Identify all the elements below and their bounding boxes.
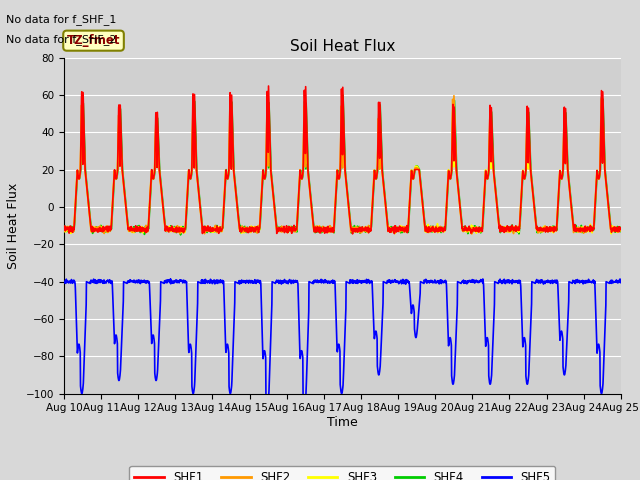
SHF5 [568,280,576,286]
SHF4 [60,226,68,232]
SHF4 [339,92,347,98]
SHF1 [60,224,68,229]
SHF1 [505,224,513,230]
SHF3 [598,102,606,108]
SHF1 [371,172,379,178]
Line: SHF2: SHF2 [64,96,621,234]
SHF3 [371,169,378,175]
SHF2 [584,227,591,232]
SHF5 [371,331,379,337]
SHF5 [216,278,223,284]
SHF5 [264,400,271,406]
Line: SHF1: SHF1 [64,86,621,234]
Line: SHF4: SHF4 [64,95,621,235]
SHF5 [359,278,367,284]
SHF4 [371,170,379,176]
SHF4 [359,228,367,233]
SHF2 [60,224,68,230]
SHF4 [584,226,591,231]
Text: TZ_fmet: TZ_fmet [67,34,120,47]
SHF5 [60,279,68,285]
X-axis label: Time: Time [327,416,358,429]
SHF5 [505,279,513,285]
SHF4 [568,208,576,214]
SHF1 [359,227,367,232]
SHF3 [60,228,68,234]
SHF5 [617,280,625,286]
SHF5 [584,279,591,285]
Title: Soil Heat Flux: Soil Heat Flux [290,39,395,54]
SHF1 [349,231,356,237]
SHF2 [617,226,625,231]
SHF2 [450,93,458,99]
SHF5 [166,276,174,282]
SHF1 [568,211,576,216]
Legend: SHF1, SHF2, SHF3, SHF4, SHF5: SHF1, SHF2, SHF3, SHF4, SHF5 [129,466,556,480]
SHF4 [505,227,513,233]
Y-axis label: Soil Heat Flux: Soil Heat Flux [7,182,20,269]
SHF1 [216,229,223,235]
SHF2 [371,169,378,175]
SHF3 [358,226,366,231]
Line: SHF5: SHF5 [64,279,621,403]
Line: SHF3: SHF3 [64,105,621,234]
SHF3 [583,226,591,232]
Text: No data for f_SHF_1: No data for f_SHF_1 [6,14,116,25]
SHF3 [568,207,575,213]
Text: No data for f_SHF_2: No data for f_SHF_2 [6,34,117,45]
SHF2 [468,231,476,237]
SHF2 [216,228,223,233]
SHF1 [265,83,273,89]
SHF3 [607,231,615,237]
SHF3 [216,224,223,230]
SHF3 [504,229,512,235]
SHF2 [505,229,513,235]
SHF2 [358,229,366,235]
SHF2 [568,213,576,218]
SHF1 [584,228,591,233]
SHF3 [617,227,625,232]
SHF1 [617,226,625,232]
SHF4 [216,227,223,232]
SHF4 [177,232,184,238]
SHF4 [617,225,625,230]
